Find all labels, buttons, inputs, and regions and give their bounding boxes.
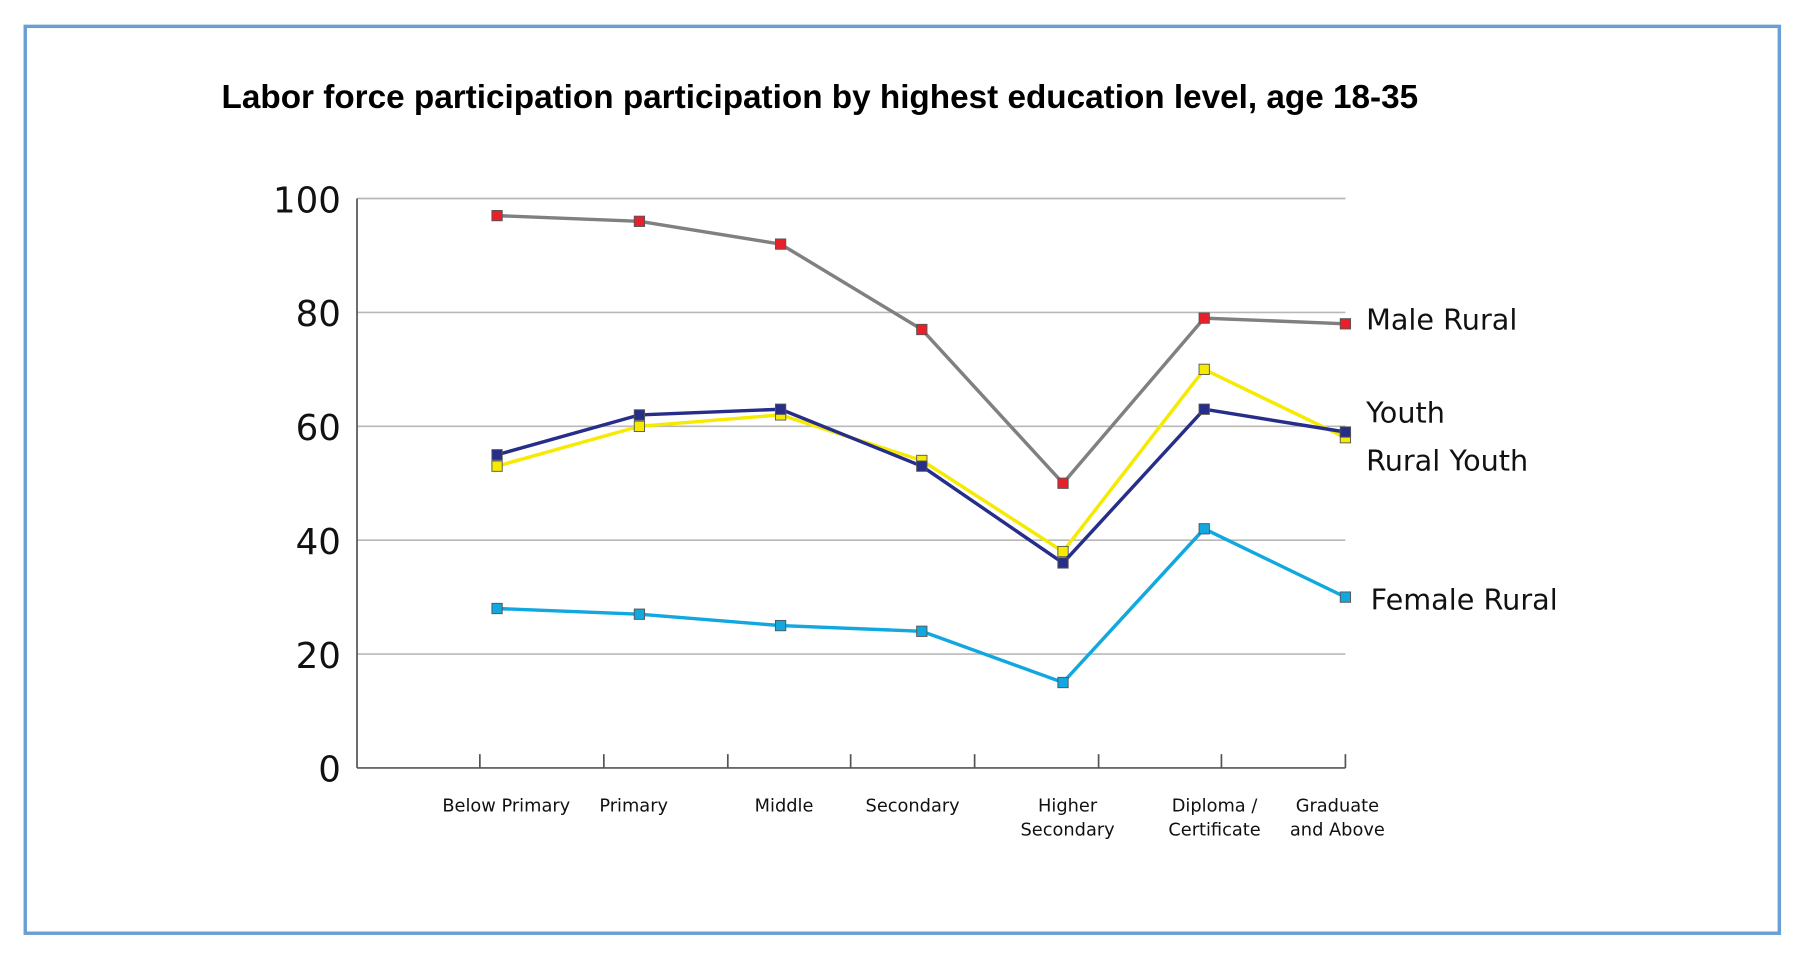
series-label: Youth: [1365, 395, 1445, 429]
data-point: [1057, 477, 1069, 489]
data-point: [633, 215, 646, 227]
data-point: [491, 449, 503, 461]
data-point: [1339, 426, 1352, 438]
y-tick-label: 60: [296, 408, 341, 449]
x-tick-label: Higher: [1038, 796, 1098, 817]
x-tick-label: Diploma /: [1172, 796, 1258, 817]
series-label: Rural Youth: [1366, 444, 1528, 478]
chart-border: [23, 24, 1782, 935]
y-tick-label: 100: [273, 180, 341, 221]
series-rural-youth: [491, 403, 1352, 569]
x-tick-label: Graduate: [1296, 796, 1379, 817]
data-point: [774, 619, 787, 632]
y-tick-label: 0: [318, 750, 341, 791]
x-tick-label: Secondary: [866, 796, 960, 817]
data-point: [916, 625, 928, 637]
x-tick-label: and Above: [1290, 820, 1385, 841]
data-point: [1057, 545, 1069, 558]
series-female-rural: [491, 523, 1352, 689]
data-point: [1057, 676, 1069, 689]
x-tick-label: Middle: [755, 796, 814, 817]
data-point: [1198, 403, 1210, 415]
data-point: [774, 403, 787, 415]
y-tick-label: 80: [296, 294, 341, 335]
data-point: [1339, 591, 1352, 603]
data-point: [1198, 523, 1210, 535]
series-label: Male Rural: [1366, 302, 1517, 336]
data-point: [916, 323, 928, 336]
x-tick-label: Secondary: [1021, 820, 1115, 841]
x-tick-label: Primary: [599, 796, 668, 817]
data-point: [1198, 312, 1210, 324]
y-tick-label: 20: [296, 636, 341, 677]
x-tick-label: Certificate: [1168, 820, 1260, 841]
chart-title: Labor force participation participation …: [222, 79, 1419, 116]
data-point: [491, 460, 503, 472]
data-point: [1198, 363, 1210, 375]
data-point: [491, 602, 503, 615]
data-point: [633, 420, 646, 432]
y-tick-label: 40: [296, 522, 341, 563]
x-tick-label: Below Primary: [442, 796, 570, 817]
data-point: [1339, 318, 1352, 330]
series-male-rural: [491, 210, 1352, 489]
series-label: Female Rural: [1371, 583, 1558, 617]
data-point: [633, 608, 646, 620]
data-point: [1057, 557, 1069, 569]
series-youth: [491, 363, 1352, 558]
data-point: [633, 409, 646, 421]
data-point: [491, 210, 503, 222]
data-point: [916, 460, 928, 472]
data-point: [774, 238, 787, 250]
